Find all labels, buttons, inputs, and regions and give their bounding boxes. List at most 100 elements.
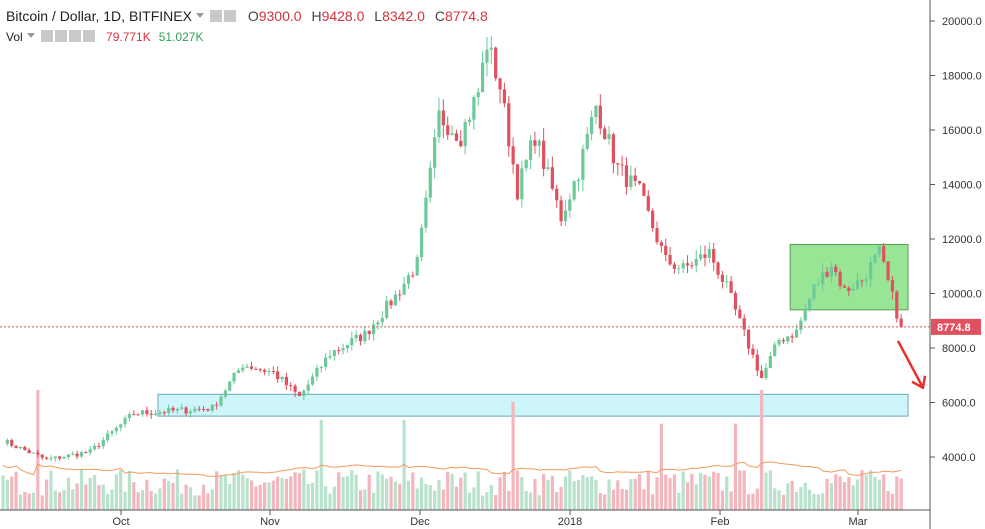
candle-body — [140, 410, 145, 415]
candle-body — [367, 330, 371, 334]
volume-bar — [241, 474, 245, 510]
candle — [699, 245, 703, 262]
volume-bar — [620, 488, 624, 510]
volume-bar — [768, 470, 772, 510]
candle — [193, 406, 197, 413]
candle-body — [36, 452, 40, 455]
gear-icon[interactable] — [54, 30, 67, 42]
volume-bar — [263, 482, 267, 510]
volume-bar — [502, 471, 506, 510]
volume-bar — [337, 472, 341, 510]
candle — [746, 329, 751, 355]
candle-body — [40, 454, 44, 458]
volume-bar — [546, 479, 550, 510]
candle-body — [712, 249, 716, 263]
candle-body — [699, 254, 703, 259]
candle-body — [210, 404, 214, 411]
candle-body — [873, 254, 877, 263]
chevron-down-icon[interactable] — [195, 13, 204, 18]
candle-body — [555, 188, 559, 201]
candle — [367, 330, 371, 340]
candle-body — [263, 369, 267, 372]
volume-label[interactable]: Vol — [6, 30, 23, 44]
candle — [97, 442, 101, 450]
candle — [75, 450, 79, 460]
volume-bar — [424, 484, 428, 510]
candle — [572, 180, 576, 202]
candle — [267, 367, 271, 377]
gear-icon[interactable] — [223, 10, 236, 22]
candle — [855, 272, 860, 290]
candle-body — [659, 242, 663, 246]
y-tick-label: 14000.0 — [942, 180, 982, 192]
volume-bar — [66, 477, 70, 510]
volume-bar — [79, 469, 84, 510]
candle-body — [829, 266, 833, 277]
candle-body — [324, 357, 328, 367]
candle — [302, 389, 306, 401]
candle — [210, 404, 214, 413]
candle-body — [5, 439, 9, 444]
candle — [433, 129, 437, 179]
candle — [559, 195, 563, 227]
volume-bar — [764, 472, 768, 510]
y-tick-label: 4000.0 — [942, 452, 976, 464]
symbol-title[interactable]: Bitcoin / Dollar, 1D, BITFINEX — [6, 8, 192, 24]
volume-bar — [733, 423, 738, 510]
candle — [733, 290, 738, 316]
volume-bar — [559, 486, 563, 510]
chevron-down-icon[interactable] — [26, 33, 35, 38]
candle-body — [668, 254, 672, 265]
arrow-layer — [896, 340, 927, 390]
volume-bar — [354, 474, 358, 510]
eye-icon[interactable] — [209, 10, 222, 22]
candle-body — [241, 367, 245, 371]
volume-bar — [677, 492, 681, 510]
candle — [716, 260, 720, 279]
candle — [415, 254, 419, 277]
close-icon[interactable] — [82, 30, 95, 42]
volume-bar — [725, 476, 729, 510]
volume-bar — [777, 490, 781, 510]
candle — [764, 363, 768, 381]
y-tick-label: 12000.0 — [942, 234, 982, 246]
candle-body — [746, 329, 751, 349]
candle — [476, 87, 480, 106]
volume-bar — [232, 473, 236, 510]
candle-body — [332, 350, 336, 357]
candle-body — [821, 272, 825, 284]
high-value: 9428.0 — [321, 8, 365, 24]
volume-bar — [659, 423, 663, 510]
volume-bar — [433, 490, 437, 510]
candle — [402, 276, 406, 296]
plus-icon[interactable] — [68, 30, 81, 42]
candle — [655, 221, 659, 245]
candle-body — [58, 456, 62, 459]
candle — [581, 144, 585, 192]
candle-body — [354, 334, 358, 339]
volume-bar — [882, 474, 886, 510]
volume-bar — [385, 478, 389, 510]
candle — [241, 363, 245, 373]
candle-body — [620, 164, 624, 166]
candle — [681, 259, 685, 274]
y-tick-label: 8000.0 — [942, 343, 976, 355]
volume-bar — [62, 490, 66, 510]
candle — [537, 138, 541, 158]
candle-body — [276, 371, 280, 380]
volume-bar — [84, 484, 88, 510]
candle — [276, 366, 280, 383]
candle-body — [184, 407, 188, 414]
volume-bar — [175, 469, 179, 510]
candle-body — [768, 356, 772, 368]
volume-bar — [58, 492, 62, 510]
candle-body — [380, 317, 384, 323]
candle — [799, 317, 803, 334]
eye-icon[interactable] — [40, 30, 53, 42]
candle — [738, 305, 742, 319]
volume-bar — [350, 470, 354, 510]
volume-legend: Vol 79.771K 51.027K — [6, 30, 203, 44]
candle — [886, 261, 890, 282]
